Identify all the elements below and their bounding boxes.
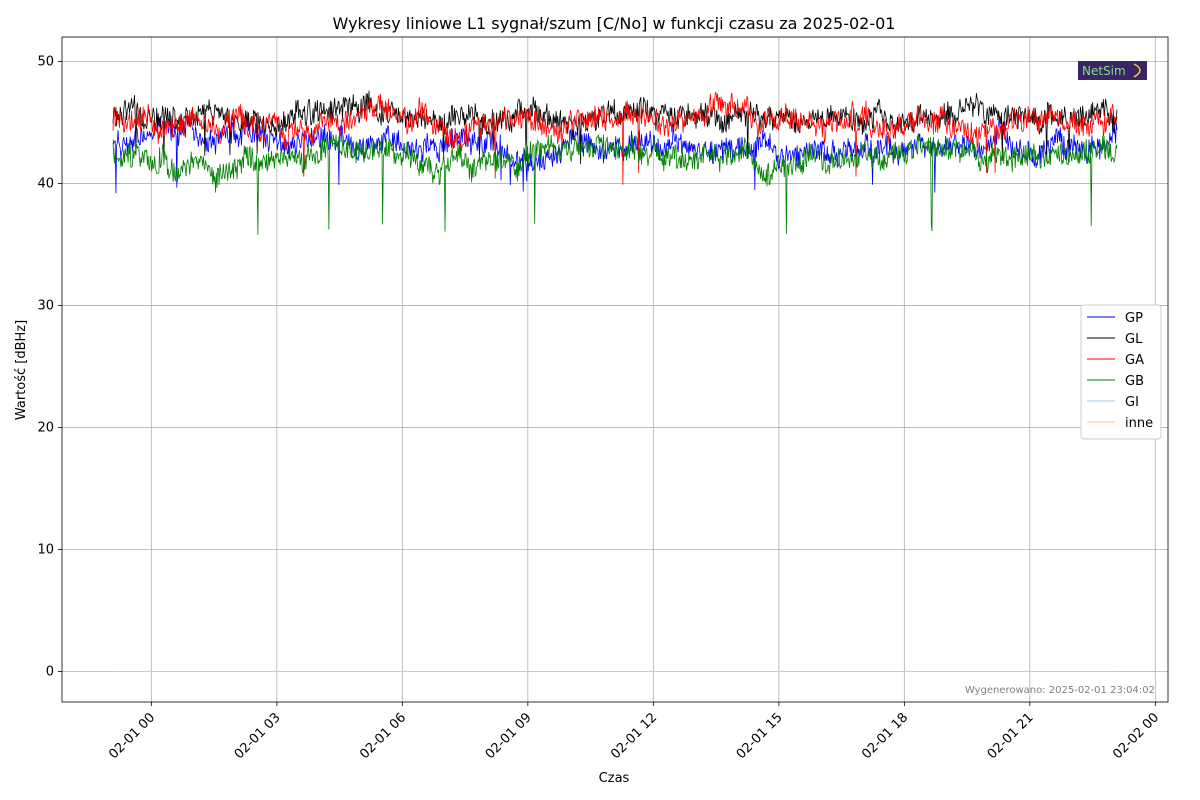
x-tick-label: 02-01 03 <box>232 710 284 762</box>
y-tick-label: 20 <box>37 420 54 435</box>
x-tick-label: 02-01 12 <box>608 710 660 762</box>
legend-label-inne: inne <box>1125 416 1153 431</box>
x-tick-label: 02-01 15 <box>734 710 786 762</box>
netsim-logo: NetSim <box>1078 61 1147 80</box>
chart-title: Wykresy liniowe L1 sygnał/szum [C/No] w … <box>333 14 896 33</box>
x-tick-label: 02-01 09 <box>483 710 535 762</box>
legend: GP GL GA GB GI inne <box>1080 304 1162 440</box>
x-axis-label: Czas <box>599 771 630 786</box>
plot-frame <box>61 36 1169 703</box>
x-tick-label: 02-01 18 <box>859 710 911 762</box>
y-tick-label: 50 <box>37 54 54 69</box>
logo-arc <box>1133 63 1141 78</box>
y-tick-label: 30 <box>37 298 54 313</box>
legend-label-ga: GA <box>1125 353 1144 368</box>
legend-label-gb: GB <box>1125 374 1144 389</box>
y-tick-label: 0 <box>46 664 54 679</box>
logo-background <box>1078 61 1147 80</box>
logo-text: NetSim <box>1082 64 1126 78</box>
y-tick-label: 40 <box>37 176 54 191</box>
x-tick-label: 02-01 00 <box>106 710 158 762</box>
y-axis-label: Wartość [dBHz] <box>14 320 29 420</box>
x-tick-label: 02-01 06 <box>357 710 409 762</box>
y-tick-label: 10 <box>37 542 54 557</box>
series-line-ga <box>112 91 1118 185</box>
x-tick-label: 02-02 00 <box>1110 710 1162 762</box>
legend-label-gp: GP <box>1125 311 1143 326</box>
legend-label-gl: GL <box>1125 332 1143 347</box>
series-line-gb <box>112 134 1118 235</box>
series-line-gl <box>112 90 1118 165</box>
x-tick-label: 02-01 21 <box>985 710 1037 762</box>
legend-label-gi: GI <box>1125 395 1139 410</box>
plot-area: 0 10 20 30 40 50 02-01 00 02-01 03 02-01 06 02-01… <box>37 36 1169 762</box>
generated-timestamp: Wygenerowano: 2025-02-01 23:04:02 <box>965 685 1155 696</box>
